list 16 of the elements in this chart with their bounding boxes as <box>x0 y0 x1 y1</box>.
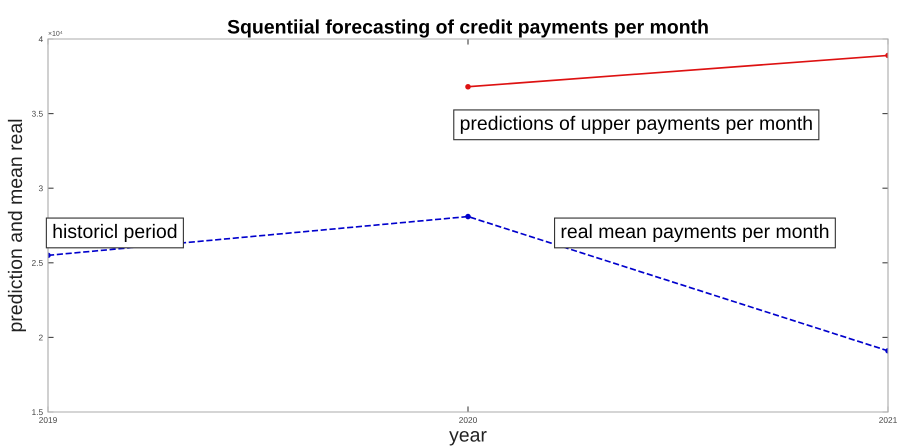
y-tick-label: 4 <box>38 36 43 42</box>
x-tick-label: 2020 <box>459 417 477 423</box>
annotation: predictions of upper payments per month <box>460 116 812 134</box>
x-axis-title: year <box>449 431 487 446</box>
x-tick-label: 2019 <box>39 417 57 423</box>
y-axis-title: prediction and mean real <box>8 120 26 332</box>
annotation: real mean payments per month <box>562 224 828 242</box>
point <box>465 84 471 90</box>
chart-title: Squentiial forecasting of credit payments per month <box>228 19 708 38</box>
y-tick-label: 2 <box>38 334 43 340</box>
y-tick-label: 1.5 <box>32 409 43 416</box>
annotation: historicl period <box>54 224 176 242</box>
y-tick-label: 3.5 <box>32 110 43 117</box>
x-tick-label: 2021 <box>879 417 897 423</box>
y-tick-label: 2.5 <box>32 260 43 266</box>
y-tick-label: 3 <box>38 185 43 192</box>
